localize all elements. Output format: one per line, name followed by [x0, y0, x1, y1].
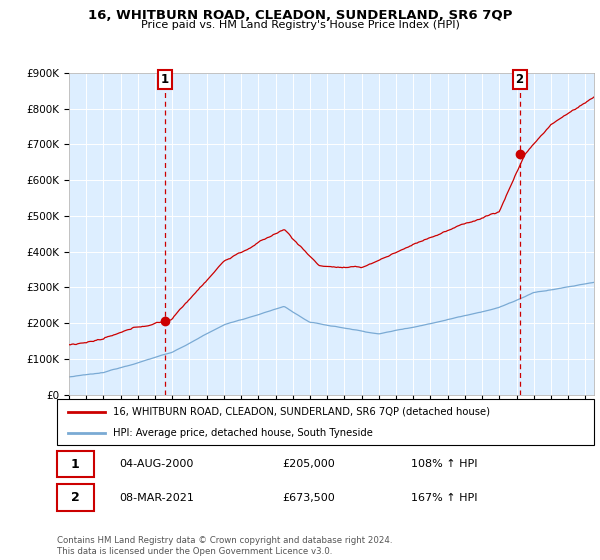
Text: 08-MAR-2021: 08-MAR-2021 — [119, 493, 194, 503]
Text: HPI: Average price, detached house, South Tyneside: HPI: Average price, detached house, Sout… — [113, 428, 373, 438]
Text: 1: 1 — [71, 458, 80, 470]
Text: £205,000: £205,000 — [283, 459, 335, 469]
Text: £673,500: £673,500 — [283, 493, 335, 503]
FancyBboxPatch shape — [57, 451, 94, 477]
Text: 16, WHITBURN ROAD, CLEADON, SUNDERLAND, SR6 7QP: 16, WHITBURN ROAD, CLEADON, SUNDERLAND, … — [88, 9, 512, 22]
Text: 167% ↑ HPI: 167% ↑ HPI — [412, 493, 478, 503]
Text: Price paid vs. HM Land Registry's House Price Index (HPI): Price paid vs. HM Land Registry's House … — [140, 20, 460, 30]
Text: 1: 1 — [161, 73, 169, 86]
Text: 2: 2 — [71, 491, 80, 504]
FancyBboxPatch shape — [57, 484, 94, 511]
Text: 16, WHITBURN ROAD, CLEADON, SUNDERLAND, SR6 7QP (detached house): 16, WHITBURN ROAD, CLEADON, SUNDERLAND, … — [113, 407, 490, 417]
Text: 108% ↑ HPI: 108% ↑ HPI — [412, 459, 478, 469]
Text: 04-AUG-2000: 04-AUG-2000 — [119, 459, 193, 469]
Text: Contains HM Land Registry data © Crown copyright and database right 2024.
This d: Contains HM Land Registry data © Crown c… — [57, 536, 392, 556]
FancyBboxPatch shape — [57, 399, 594, 445]
Text: 2: 2 — [515, 73, 524, 86]
